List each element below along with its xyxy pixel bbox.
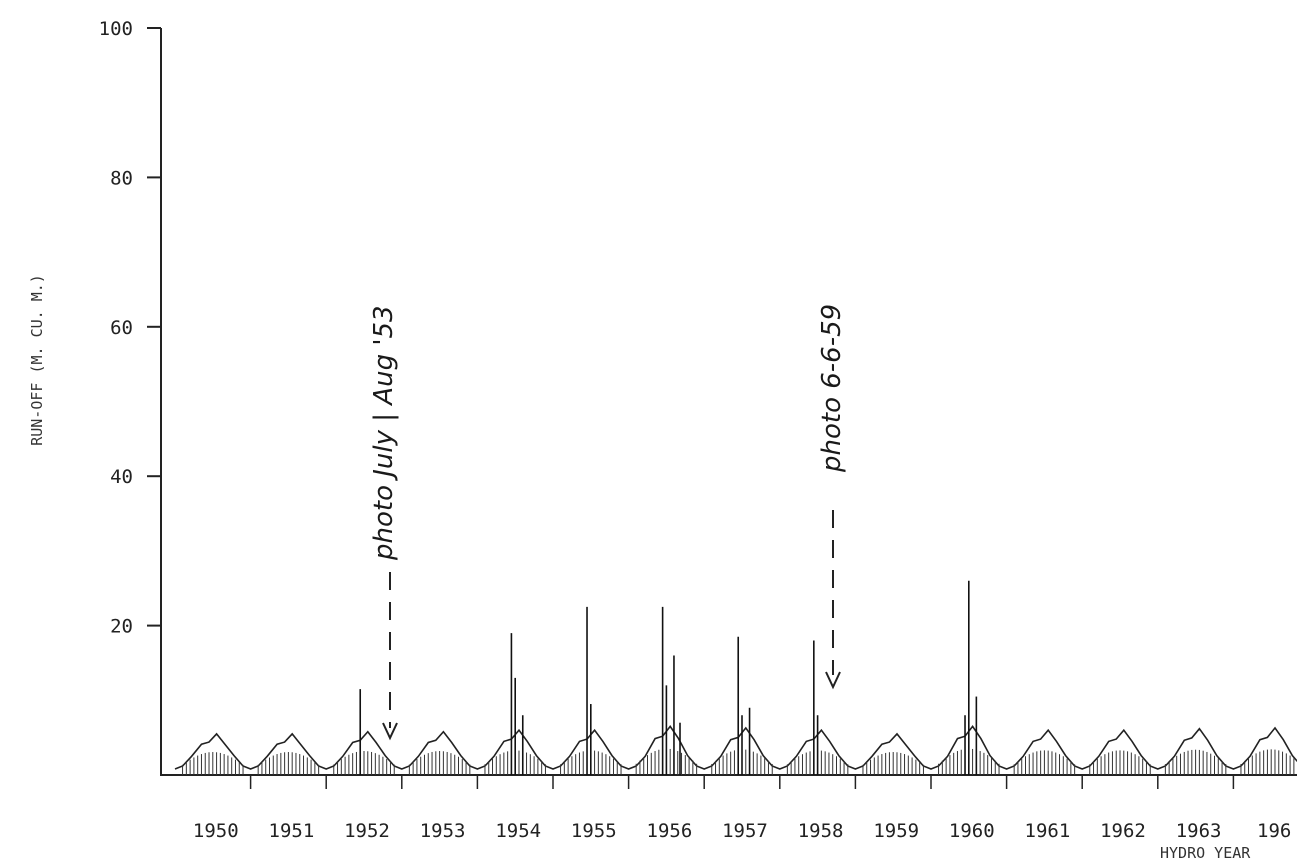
y-tick-label: 60 bbox=[110, 317, 133, 339]
x-tick-label: 196 bbox=[1257, 820, 1291, 842]
x-tick-label: 1963 bbox=[1176, 820, 1222, 842]
x-tick-label: 1958 bbox=[798, 820, 844, 842]
x-axis-title: HYDRO YEAR bbox=[1160, 844, 1251, 862]
x-tick-label: 1959 bbox=[873, 820, 919, 842]
x-tick-label: 1962 bbox=[1100, 820, 1146, 842]
annotation-1959-text: photo 6-6-59 bbox=[817, 304, 847, 473]
annotation-1953-text: photo July | Aug '53 bbox=[369, 305, 399, 561]
x-tick-label: 1953 bbox=[420, 820, 466, 842]
y-axis-title: RUN-OFF (M. CU. M.) bbox=[28, 274, 46, 446]
x-tick-label: 1957 bbox=[722, 820, 768, 842]
y-ticks: 20 40 60 80 100 bbox=[99, 18, 161, 638]
x-tick-label: 1952 bbox=[344, 820, 390, 842]
x-tick-label: 1956 bbox=[647, 820, 693, 842]
x-tick-label: 1955 bbox=[571, 820, 617, 842]
x-tick-label: 1960 bbox=[949, 820, 995, 842]
x-tick-label: 1950 bbox=[193, 820, 239, 842]
y-tick-label: 20 bbox=[110, 616, 133, 638]
x-ticks: 1950 1951 1952 1953 1954 1955 1956 1957 1958 1959… bbox=[193, 775, 1291, 842]
data-series bbox=[174, 580, 1297, 775]
annotation-1953: photo July | Aug '53 bbox=[369, 305, 399, 741]
y-tick-label: 80 bbox=[110, 167, 133, 189]
x-tick-label: 1951 bbox=[269, 820, 315, 842]
x-tick-label: 1954 bbox=[495, 820, 541, 842]
annotation-1959: photo 6-6-59 bbox=[817, 304, 847, 690]
y-tick-label: 40 bbox=[110, 466, 133, 488]
annotation-1953-arrowhead bbox=[382, 722, 398, 741]
annotation-1959-arrowhead bbox=[825, 671, 841, 690]
runoff-line bbox=[174, 725, 1297, 770]
x-tick-label: 1961 bbox=[1025, 820, 1071, 842]
y-tick-label: 100 bbox=[99, 18, 133, 40]
